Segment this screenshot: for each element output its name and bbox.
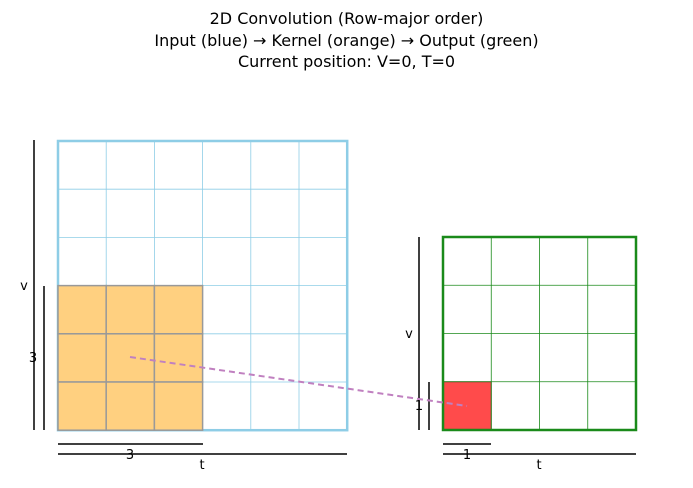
title-line-1: 2D Convolution (Row-major order) xyxy=(209,9,484,28)
kernel-cell xyxy=(57,381,107,431)
output-t-label: t xyxy=(536,458,541,473)
output-v-label: v xyxy=(405,327,413,342)
kernel-cell xyxy=(153,381,204,431)
kernel-cell xyxy=(105,381,156,431)
input-v-label: v xyxy=(20,279,28,294)
input-t-label: t xyxy=(199,458,204,473)
kernel-cell xyxy=(153,333,204,383)
title-line-2: Input (blue) → Kernel (orange) → Output … xyxy=(154,31,539,50)
kernel-v-label: 3 xyxy=(29,351,37,366)
title-line-3: Current position: V=0, T=0 xyxy=(237,52,456,71)
cell-v-label: 1 xyxy=(415,399,423,414)
kernel-cell xyxy=(57,284,107,335)
kernel-cell xyxy=(57,333,107,383)
kernel-cell xyxy=(153,284,204,335)
cell-t-label: 1 xyxy=(463,448,471,463)
output-current-cell xyxy=(442,381,492,431)
connector-dashed-line xyxy=(129,356,468,407)
kernel-t-label: 3 xyxy=(126,448,134,463)
kernel-grid xyxy=(57,284,204,431)
output-grid xyxy=(441,235,638,432)
axis-markers: v 3 3 t v 1 1 t xyxy=(20,140,636,473)
output-grid-border xyxy=(441,235,638,432)
kernel-cell xyxy=(105,284,156,335)
